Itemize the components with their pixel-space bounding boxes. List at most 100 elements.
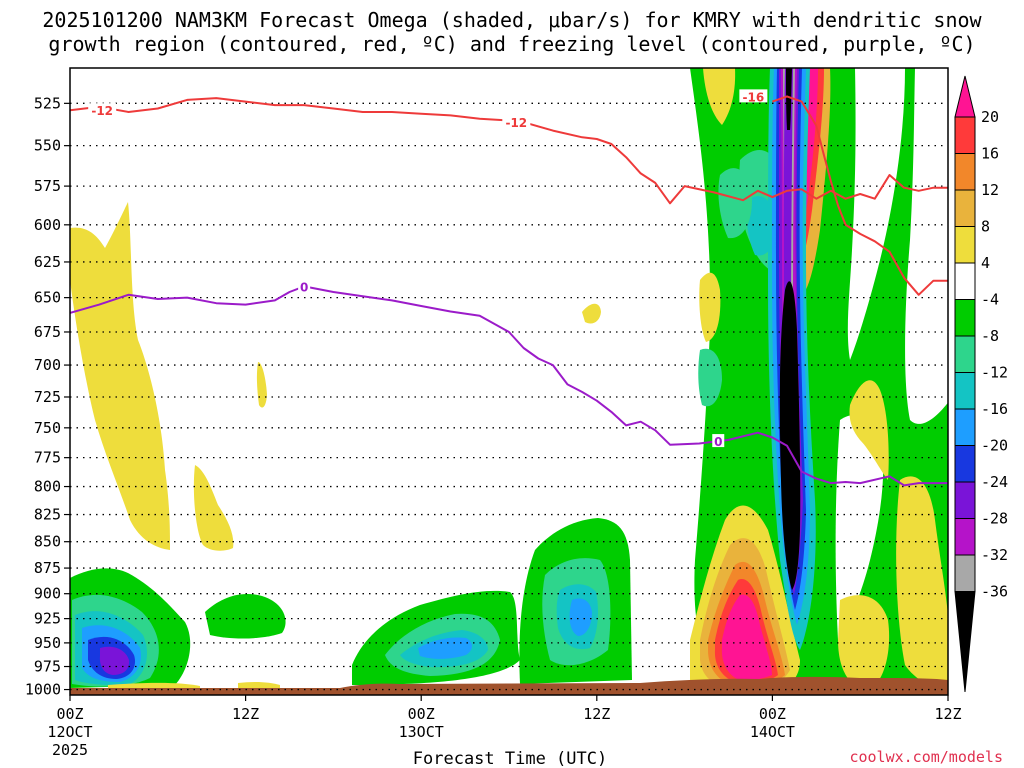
omega-region — [721, 594, 772, 680]
y-tick-label: 725 — [34, 388, 61, 406]
y-tick-label: 550 — [34, 137, 61, 155]
x-tick-year: 2025 — [52, 741, 88, 759]
y-tick-label: 525 — [34, 94, 61, 112]
colorbar-swatch — [954, 445, 976, 483]
omega-region — [70, 202, 170, 550]
x-tick-label: 00Z — [759, 705, 786, 723]
omega-region — [698, 348, 722, 407]
colorbar-swatch — [954, 262, 976, 300]
contour-label: -12 — [91, 104, 113, 118]
contour-label: -16 — [743, 90, 765, 104]
colorbar-swatch — [954, 335, 976, 373]
contour-label-bg — [739, 89, 768, 103]
colorbar-swatch — [954, 226, 976, 264]
contour-label: 0 — [300, 280, 308, 294]
omega-region — [896, 476, 948, 695]
omega-region — [786, 68, 792, 130]
y-tick-label: 975 — [34, 658, 61, 676]
omega-region — [905, 68, 948, 424]
y-tick-label: 950 — [34, 634, 61, 652]
y-tick-label: 625 — [34, 253, 61, 271]
x-tick-label: 00Z — [408, 705, 435, 723]
colorbar-swatch — [954, 518, 976, 556]
contour-lines — [70, 95, 948, 487]
y-tick-label: 825 — [34, 506, 61, 524]
colorbar-swatch — [954, 372, 976, 410]
colorbar-label: -16 — [981, 400, 1008, 418]
y-tick-label: 675 — [34, 323, 61, 341]
omega-region — [699, 272, 721, 342]
omega-region — [205, 593, 286, 639]
dendritic-contour--16 — [772, 95, 948, 296]
contour-label-bg — [712, 434, 725, 448]
x-tick-date: 14OCT — [750, 723, 795, 741]
omega-region — [849, 380, 889, 480]
y-tick-label: 650 — [34, 289, 61, 307]
colorbar-swatch — [954, 554, 976, 592]
plot-frame — [69, 67, 949, 696]
omega-region — [99, 646, 130, 675]
y-tick-label: 775 — [34, 449, 61, 467]
omega-region — [418, 637, 472, 659]
freezing-contour-0 — [70, 285, 948, 487]
colorbar-label: -36 — [981, 583, 1008, 601]
y-tick-label: 575 — [34, 177, 61, 195]
colorbar-swatch — [954, 75, 976, 118]
colorbar-label: 8 — [981, 218, 990, 236]
colorbar-label: 4 — [981, 254, 990, 272]
x-tick-date: 13OCT — [399, 723, 444, 741]
x-tick-label: 00Z — [56, 705, 83, 723]
contour-label: -12 — [505, 116, 527, 130]
colorbar-label: -28 — [981, 510, 1008, 528]
omega-region — [193, 465, 234, 551]
x-tick-date: 12OCT — [47, 723, 92, 741]
omega-region — [703, 68, 736, 125]
y-tick-label: 925 — [34, 610, 61, 628]
colorbar-label: -12 — [981, 364, 1008, 382]
omega-region — [847, 68, 905, 360]
colorbar-swatch — [954, 591, 976, 693]
colorbar-swatch — [954, 153, 976, 191]
contour-label-bg — [88, 103, 117, 117]
omega-region — [779, 281, 801, 590]
y-tick-label: 800 — [34, 478, 61, 496]
title-line-2: growth region (contoured, red, ºC) and f… — [48, 32, 975, 56]
colorbar-label: -24 — [981, 473, 1008, 491]
omega-region — [582, 303, 601, 324]
y-tick-label: 600 — [34, 216, 61, 234]
colorbar-label: -20 — [981, 437, 1008, 455]
ground-terrain — [70, 676, 948, 695]
dendritic-contour--12 — [70, 97, 948, 205]
contour-label-bg — [298, 279, 311, 293]
colorbar-label: 12 — [981, 181, 999, 199]
colorbar-label: -8 — [981, 327, 999, 345]
x-axis-title: Forecast Time (UTC) — [413, 749, 607, 768]
colorbar-label: -32 — [981, 546, 1008, 564]
contour-label: 0 — [714, 435, 722, 449]
colorbar-swatch — [954, 481, 976, 519]
colorbar-swatch — [954, 299, 976, 337]
credit-text: coolwx.com/models — [849, 748, 1003, 766]
x-tick-label: 12Z — [934, 705, 961, 723]
y-axis: 525 550 575 600 625 650 675 700 725 750 775 800 825 8… — [25, 94, 70, 699]
contour-label-bg — [502, 115, 531, 129]
omega-region — [835, 414, 884, 640]
colorbar-label: -4 — [981, 291, 999, 309]
title-line-1: 2025101200 NAM3KM Forecast Omega (shaded… — [42, 8, 982, 32]
y-tick-label: 700 — [34, 356, 61, 374]
omega-region — [569, 598, 592, 636]
colorbar-swatch — [954, 116, 976, 154]
y-tick-label: 750 — [34, 419, 61, 437]
x-tick-label: 12Z — [232, 705, 259, 723]
colorbar-swatch — [954, 408, 976, 446]
y-tick-label: 850 — [34, 533, 61, 551]
colorbar: 20 16 12 8 4 -4 -8 -12 -16 -20 -24 -28 -32 -36 — [954, 75, 1008, 693]
contour-labels: -12 -12 -16 0 0 — [88, 89, 768, 449]
omega-region — [256, 362, 267, 408]
colorbar-label: 16 — [981, 145, 999, 163]
x-tick-label: 12Z — [583, 705, 610, 723]
y-tick-label: 875 — [34, 559, 61, 577]
y-tick-label: 1000 — [25, 681, 61, 699]
